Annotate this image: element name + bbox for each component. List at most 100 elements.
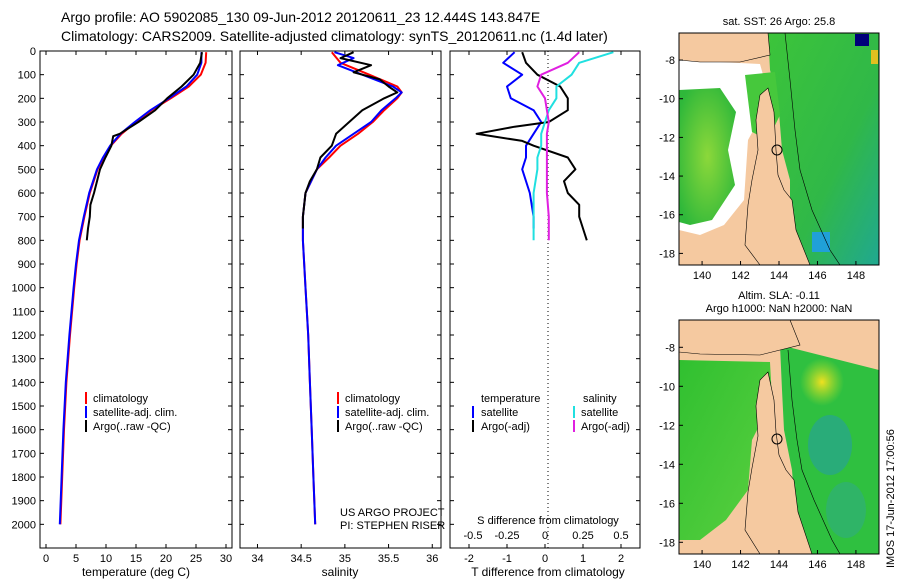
series-line bbox=[58, 52, 203, 525]
sla-map-subtitle: Argo h1000: NaN h2000: NaN bbox=[706, 303, 853, 315]
y-tick-label: 500 bbox=[18, 164, 36, 176]
gulf-sst-field bbox=[679, 88, 736, 225]
legend-label-t-argo: Argo(-adj) bbox=[481, 421, 530, 433]
sst-map-field bbox=[679, 33, 879, 265]
y-tick-label: 1900 bbox=[12, 496, 36, 508]
pi-annotation: PI: STEPHEN RISER bbox=[340, 520, 445, 532]
series-line bbox=[532, 51, 614, 241]
map-y-tick-label: -14 bbox=[659, 459, 675, 471]
legend-label-t-satellite: satellite bbox=[481, 407, 518, 419]
map-y-tick-label: -14 bbox=[659, 171, 675, 183]
x-tick-label: 25 bbox=[190, 553, 202, 565]
map-y-tick-label: -8 bbox=[665, 55, 675, 67]
map-x-tick-label: 142 bbox=[731, 559, 749, 571]
salinity-axes-box bbox=[239, 50, 442, 549]
sla-high-anomaly bbox=[800, 358, 844, 406]
map-x-tick-label: 148 bbox=[847, 559, 865, 571]
argo-profile-marker bbox=[771, 144, 783, 156]
difference-x2label: S difference from climatology bbox=[477, 515, 619, 527]
x2-tick-label: 0.5 bbox=[613, 530, 628, 542]
x-tick-label: 2 bbox=[618, 553, 624, 565]
y-tick-label: 900 bbox=[18, 259, 36, 271]
x-tick-label: 35 bbox=[339, 553, 351, 565]
map-y-tick-label: -12 bbox=[659, 420, 675, 432]
warm-pixel-block bbox=[855, 34, 869, 46]
sla-low-anomaly-south bbox=[826, 482, 866, 538]
series-line bbox=[85, 52, 203, 241]
x2-tick-label: 0 bbox=[542, 530, 548, 542]
salinity-legend: climatology satellite-adj. clim. Argo(..… bbox=[337, 392, 429, 433]
temperature-axes-box bbox=[39, 50, 233, 549]
y-tick-label: 2000 bbox=[12, 519, 36, 531]
sst-map: sat. SST: 26 Argo: 25.8 140 142 144 146 148 -… bbox=[659, 16, 880, 282]
sst-map-title: sat. SST: 26 Argo: 25.8 bbox=[723, 16, 836, 28]
x-tick-label: 1 bbox=[580, 553, 586, 565]
x2-tick-label: 0.25 bbox=[572, 530, 593, 542]
map-x-tick-label: 142 bbox=[731, 270, 749, 282]
map-y-tick-label: -18 bbox=[659, 248, 675, 260]
salinity-xlabel: salinity bbox=[322, 565, 359, 579]
x-tick-label: 34 bbox=[251, 553, 263, 565]
legend-header-temperature: temperature bbox=[481, 393, 540, 405]
map-y-tick-label: -18 bbox=[659, 537, 675, 549]
x2-tick-label: -0.5 bbox=[464, 530, 483, 542]
y-tick-label: 1200 bbox=[12, 330, 36, 342]
series-line bbox=[502, 51, 543, 229]
x-tick-label: 36 bbox=[426, 553, 438, 565]
map-x-tick-label: 144 bbox=[770, 270, 788, 282]
shelf-contour bbox=[787, 349, 841, 554]
legend-label-argo: Argo(..raw -QC) bbox=[93, 421, 171, 433]
legend-label-s-satellite: satellite bbox=[581, 407, 618, 419]
temperature-xlabel: temperature (deg C) bbox=[82, 565, 190, 579]
sla-map-field bbox=[679, 320, 879, 554]
y-tick-label: 800 bbox=[18, 235, 36, 247]
map-x-tick-label: 146 bbox=[808, 270, 826, 282]
x-tick-label: 15 bbox=[130, 553, 142, 565]
x-tick-label: -2 bbox=[464, 553, 474, 565]
project-annotation: US ARGO PROJECT bbox=[340, 507, 445, 519]
sla-map: Altim. SLA: -0.11 Argo h1000: NaN h2000:… bbox=[659, 290, 880, 571]
cape-york-peninsula bbox=[744, 87, 811, 265]
y-tick-label: 100 bbox=[18, 70, 36, 82]
argo-profile-marker bbox=[771, 433, 783, 445]
map-y-tick-label: -16 bbox=[659, 210, 675, 222]
coral-sea-sst-field bbox=[768, 33, 879, 265]
x2-tick-label: -0.25 bbox=[494, 530, 519, 542]
legend-label-satellite: satellite-adj. clim. bbox=[93, 407, 177, 419]
new-guinea-land bbox=[679, 33, 771, 63]
sla-low-anomaly bbox=[808, 415, 852, 475]
cape-york-peninsula bbox=[744, 371, 813, 554]
map-x-tick-label: 146 bbox=[808, 559, 826, 571]
x-tick-label: 0 bbox=[542, 553, 548, 565]
legend-header-salinity: salinity bbox=[583, 393, 617, 405]
map-y-tick-label: -12 bbox=[659, 132, 675, 144]
map-x-tick-label: 144 bbox=[770, 559, 788, 571]
gulf-sla-field bbox=[679, 360, 772, 540]
x-tick-label: 5 bbox=[73, 553, 79, 565]
difference-panel: -2 -1 0 1 2 -0.5 -0.25 0 0.25 0.5 T difference fr… bbox=[449, 50, 641, 579]
y-tick-label: 400 bbox=[18, 141, 36, 153]
y-tick-label: 300 bbox=[18, 117, 36, 129]
y-tick-label: 1400 bbox=[12, 377, 36, 389]
y-tick-label: 1100 bbox=[12, 306, 36, 318]
imos-timestamp: IMOS 17-Jun-2012 17:00:56 bbox=[885, 429, 897, 568]
legend-label-climatology: climatology bbox=[345, 393, 401, 405]
y-tick-label: 1700 bbox=[12, 448, 36, 460]
y-tick-label: 0 bbox=[30, 46, 36, 58]
x-tick-label: 34.5 bbox=[290, 553, 311, 565]
y-tick-label: 700 bbox=[18, 212, 36, 224]
difference-axes-box bbox=[449, 50, 641, 549]
x-tick-label: 35.5 bbox=[378, 553, 399, 565]
hot-pixel-block bbox=[871, 50, 878, 64]
salinity-panel: 34 34.5 35 35.5 36 salinity climatology sate… bbox=[239, 50, 445, 579]
cool-coastal-block bbox=[812, 232, 830, 252]
map-x-tick-label: 140 bbox=[693, 559, 711, 571]
x-tick-label: -1 bbox=[502, 553, 512, 565]
series-line bbox=[301, 51, 399, 229]
y-tick-label: 1000 bbox=[12, 283, 36, 295]
series-line bbox=[301, 51, 403, 525]
figure-title-line1: Argo profile: AO 5902085_130 09-Jun-2012… bbox=[61, 9, 541, 25]
temperature-legend: climatology satellite-adj. clim. Argo(..… bbox=[85, 392, 177, 433]
legend-label-satellite: satellite-adj. clim. bbox=[345, 407, 429, 419]
